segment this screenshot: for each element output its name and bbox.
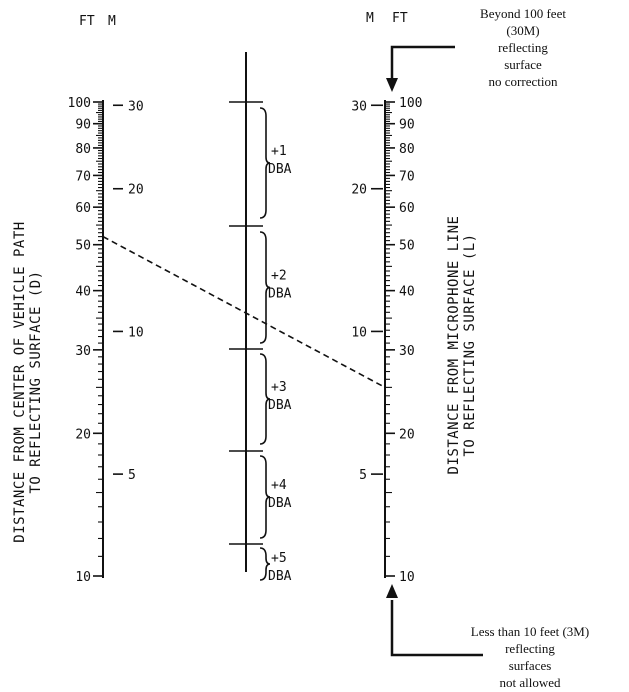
right-ft-tick-labels: 100 90 80 70 60 50 40 30 20 10 <box>399 96 422 585</box>
correction-dividers <box>229 101 263 545</box>
right-axis-title: DISTANCE FROM MICROPHONE LINE TO REFLECT… <box>446 216 478 475</box>
note-less-than-10ft: Less than 10 feet (3M) reflecting surfac… <box>386 584 589 690</box>
correction-brace <box>259 231 271 344</box>
correction-brace <box>259 455 271 539</box>
note-top-line4: surface <box>504 57 542 72</box>
correction-braces <box>259 107 271 581</box>
note-beyond-100ft: Beyond 100 feet (30M) reflecting surface… <box>386 6 566 92</box>
right-title-line2: TO REFLECTING SURFACE (L) <box>462 233 478 456</box>
right-ft-tick-label: 40 <box>399 285 415 300</box>
arrow-up-head-icon <box>386 584 398 598</box>
note-bottom-line4: not allowed <box>499 675 561 690</box>
correction-labels: +1 DBA +2 DBA +3 DBA +4 DBA +5 DBA <box>268 144 292 584</box>
correction-value: +2 <box>271 269 287 284</box>
right-ft-tick-label: 50 <box>399 239 415 254</box>
left-axis-title: DISTANCE FROM CENTER OF VEHICLE PATH TO … <box>12 221 44 542</box>
right-m-tick-label: 10 <box>351 325 367 340</box>
left-ft-tick-label: 80 <box>75 142 91 157</box>
arrow-down-head-icon <box>386 78 398 92</box>
correction-value: +3 <box>271 380 287 395</box>
correction-unit: DBA <box>268 496 292 511</box>
correction-value: +5 <box>271 551 287 566</box>
left-title-line2: TO REFLECTING SURFACE (D) <box>28 270 44 493</box>
left-ft-tick-label: 50 <box>75 239 91 254</box>
right-ft-tick-label: 30 <box>399 344 415 359</box>
note-top-line1: Beyond 100 feet <box>480 6 566 21</box>
left-ft-tick-label: 30 <box>75 344 91 359</box>
note-top-line2: (30M) <box>506 23 539 38</box>
correction-brace <box>259 107 271 219</box>
note-top-line5: no correction <box>489 74 558 89</box>
left-m-tick-label: 5 <box>128 468 136 483</box>
left-ft-tick-label: 10 <box>75 570 91 585</box>
left-minor-ticks <box>93 101 103 577</box>
correction-scale: +1 DBA +2 DBA +3 DBA +4 DBA +5 DBA <box>229 52 292 584</box>
left-ft-tick-labels: 100 90 80 70 60 50 40 30 20 10 <box>68 96 91 585</box>
arrow-up-icon <box>390 600 483 657</box>
left-ft-tick-label: 100 <box>68 96 91 111</box>
right-ft-tick-label: 100 <box>399 96 422 111</box>
left-ft-tick-label: 20 <box>75 427 91 442</box>
left-ft-tick-label: 40 <box>75 285 91 300</box>
left-title-line1: DISTANCE FROM CENTER OF VEHICLE PATH <box>12 221 28 542</box>
right-ft-tick-label: 70 <box>399 169 415 184</box>
right-ft-tick-label: 80 <box>399 142 415 157</box>
right-ft-tick-label: 60 <box>399 201 415 216</box>
left-scale: FT M 100 90 80 70 60 50 40 30 20 10 30 20 10 5 <box>68 14 144 585</box>
right-title-line1: DISTANCE FROM MICROPHONE LINE <box>446 216 462 475</box>
right-scale: M FT 100 90 80 70 60 50 40 30 20 10 30 20 10 5 <box>351 11 422 585</box>
left-ft-tick-label: 70 <box>75 169 91 184</box>
left-unit-m: M <box>108 14 116 29</box>
note-bottom-line1: Less than 10 feet (3M) <box>471 624 589 639</box>
right-m-tick-label: 30 <box>351 99 367 114</box>
right-unit-ft: FT <box>392 11 408 26</box>
left-ft-tick-label: 60 <box>75 201 91 216</box>
note-bottom-line2: reflecting <box>505 641 555 656</box>
arrow-down-icon <box>390 45 455 80</box>
right-ft-tick-label: 20 <box>399 427 415 442</box>
correction-unit: DBA <box>268 398 292 413</box>
right-m-ticks: 30 20 10 5 <box>351 99 383 483</box>
left-unit-ft: FT <box>79 14 95 29</box>
left-m-tick-label: 10 <box>128 325 144 340</box>
example-dashed-line <box>102 235 386 389</box>
left-m-tick-label: 20 <box>128 183 144 198</box>
note-bottom-line3: surfaces <box>509 658 552 673</box>
correction-unit: DBA <box>268 162 292 177</box>
right-unit-m: M <box>366 11 374 26</box>
correction-brace <box>259 547 271 581</box>
correction-unit: DBA <box>268 569 292 584</box>
left-m-ticks: 30 20 10 5 <box>113 99 144 483</box>
right-ft-tick-label: 10 <box>399 570 415 585</box>
right-ft-tick-label: 90 <box>399 118 415 133</box>
right-m-tick-label: 20 <box>351 183 367 198</box>
correction-brace <box>259 353 271 445</box>
left-ft-tick-label: 90 <box>75 118 91 133</box>
note-top-line3: reflecting <box>498 40 548 55</box>
right-m-tick-label: 5 <box>359 468 367 483</box>
correction-value: +1 <box>271 144 287 159</box>
right-minor-ticks <box>385 101 395 577</box>
correction-unit: DBA <box>268 287 292 302</box>
left-m-tick-label: 30 <box>128 99 144 114</box>
correction-value: +4 <box>271 478 287 493</box>
